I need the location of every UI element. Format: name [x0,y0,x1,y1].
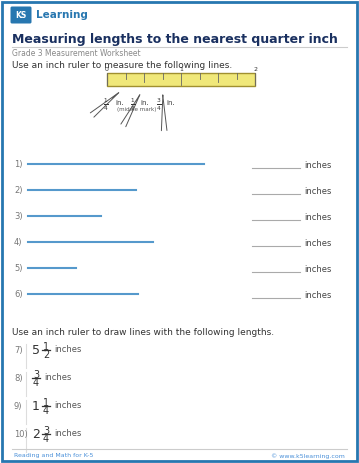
Text: 5: 5 [32,344,40,357]
Text: inches: inches [54,345,81,355]
Text: 9): 9) [14,401,23,411]
Text: inches: inches [304,213,331,223]
Text: Learning: Learning [36,10,88,20]
Text: © www.k5learning.com: © www.k5learning.com [271,453,345,459]
Text: Reading and Math for K-5: Reading and Math for K-5 [14,453,93,458]
Text: in.: in. [140,100,149,106]
Text: Use an inch ruler to draw lines with the following lengths.: Use an inch ruler to draw lines with the… [12,328,274,337]
Bar [107,73,255,86]
FancyBboxPatch shape [10,6,32,24]
Text: 2): 2) [14,186,23,194]
Text: (middle mark): (middle mark) [117,107,157,112]
Text: 3): 3) [14,212,23,220]
Text: Grade 3 Measurement Worksheet: Grade 3 Measurement Worksheet [12,49,141,58]
Text: 0: 0 [105,67,109,72]
Text: 10): 10) [14,430,28,438]
Text: 2: 2 [43,350,49,360]
Text: inches: inches [304,188,331,196]
Text: inches: inches [54,401,81,411]
Text: inches: inches [304,239,331,249]
Text: inches: inches [304,265,331,275]
Text: 7): 7) [14,345,23,355]
Text: $\frac{1}{2}$: $\frac{1}{2}$ [130,97,136,113]
Text: 1: 1 [32,400,40,413]
Text: 3: 3 [43,426,49,436]
Text: inches: inches [304,292,331,300]
Text: 1: 1 [43,342,49,352]
Text: 1: 1 [43,398,49,408]
Text: in.: in. [166,100,175,106]
Text: inches: inches [54,430,81,438]
Text: $\frac{1}{4}$: $\frac{1}{4}$ [103,97,109,113]
Text: Use an inch ruler to measure the following lines.: Use an inch ruler to measure the followi… [12,61,232,70]
Text: $\frac{3}{4}$: $\frac{3}{4}$ [156,97,162,113]
Text: 2: 2 [32,427,40,440]
Text: 1: 1 [179,67,183,72]
Text: Measuring lengths to the nearest quarter inch: Measuring lengths to the nearest quarter… [12,33,338,46]
Text: 1): 1) [14,159,23,169]
Text: KS: KS [15,11,27,19]
Text: 3: 3 [33,370,39,380]
Text: inches: inches [44,374,71,382]
Text: 4: 4 [43,434,49,444]
Text: 4): 4) [14,238,23,246]
Text: 4: 4 [43,406,49,416]
Text: 8): 8) [14,374,23,382]
Text: inches: inches [304,162,331,170]
Text: 2: 2 [253,67,257,72]
Text: 6): 6) [14,289,23,299]
Text: in.: in. [115,100,124,106]
Text: 5): 5) [14,263,23,273]
Text: 4: 4 [33,378,39,388]
